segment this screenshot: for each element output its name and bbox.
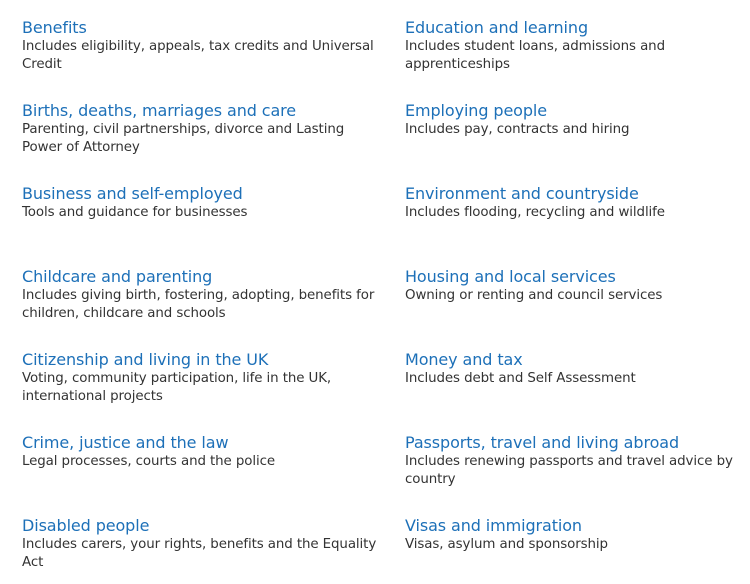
topic-link-benefits[interactable]: Benefits — [22, 18, 87, 37]
topic-link-money-tax[interactable]: Money and tax — [405, 350, 523, 369]
topic-item-passports-travel: Passports, travel and living abroad Incl… — [405, 433, 745, 489]
topic-link-education[interactable]: Education and learning — [405, 18, 589, 37]
topic-link-disabled-people[interactable]: Disabled people — [22, 516, 150, 535]
topic-description: Includes eligibility, appeals, tax credi… — [22, 39, 374, 72]
topic-item-citizenship: Citizenship and living in the UK Voting,… — [22, 350, 382, 406]
topic-item-education: Education and learning Includes student … — [405, 18, 745, 74]
topic-item-benefits: Benefits Includes eligibility, appeals, … — [22, 18, 382, 74]
topic-description: Voting, community participation, life in… — [22, 371, 332, 404]
topic-description: Includes debt and Self Assessment — [405, 371, 636, 386]
topic-item-business: Business and self-employed Tools and gui… — [22, 184, 382, 222]
topic-item-crime-justice: Crime, justice and the law Legal process… — [22, 433, 382, 471]
topic-item-childcare: Childcare and parenting Includes giving … — [22, 267, 382, 323]
topic-description: Includes flooding, recycling and wildlif… — [405, 205, 665, 220]
topic-description: Legal processes, courts and the police — [22, 454, 275, 469]
topic-link-childcare[interactable]: Childcare and parenting — [22, 267, 213, 286]
topic-link-passports-travel[interactable]: Passports, travel and living abroad — [405, 433, 680, 452]
topic-link-environment[interactable]: Environment and countryside — [405, 184, 639, 203]
topic-link-employing[interactable]: Employing people — [405, 101, 548, 120]
topic-link-crime-justice[interactable]: Crime, justice and the law — [22, 433, 229, 452]
topic-description: Includes student loans, admissions and a… — [405, 39, 665, 72]
topic-description: Owning or renting and council services — [405, 288, 663, 303]
topic-link-births-deaths[interactable]: Births, deaths, marriages and care — [22, 101, 297, 120]
topic-item-employing: Employing people Includes pay, contracts… — [405, 101, 745, 139]
topic-item-money-tax: Money and tax Includes debt and Self Ass… — [405, 350, 745, 388]
topic-item-environment: Environment and countryside Includes flo… — [405, 184, 745, 222]
topic-item-visas: Visas and immigration Visas, asylum and … — [405, 516, 745, 554]
topic-description: Includes carers, your rights, benefits a… — [22, 537, 377, 570]
topic-description: Visas, asylum and sponsorship — [405, 537, 608, 552]
topic-description: Includes renewing passports and travel a… — [405, 454, 733, 487]
topic-description: Includes pay, contracts and hiring — [405, 122, 630, 137]
topic-description: Tools and guidance for businesses — [22, 205, 248, 220]
topic-link-citizenship[interactable]: Citizenship and living in the UK — [22, 350, 269, 369]
topic-item-disabled-people: Disabled people Includes carers, your ri… — [22, 516, 382, 572]
topic-link-visas[interactable]: Visas and immigration — [405, 516, 582, 535]
topic-item-births-deaths: Births, deaths, marriages and care Paren… — [22, 101, 382, 157]
topic-item-housing: Housing and local services Owning or ren… — [405, 267, 745, 305]
topic-description: Parenting, civil partnerships, divorce a… — [22, 122, 345, 155]
topic-link-business[interactable]: Business and self-employed — [22, 184, 243, 203]
topic-description: Includes giving birth, fostering, adopti… — [22, 288, 375, 321]
topic-link-housing[interactable]: Housing and local services — [405, 267, 616, 286]
